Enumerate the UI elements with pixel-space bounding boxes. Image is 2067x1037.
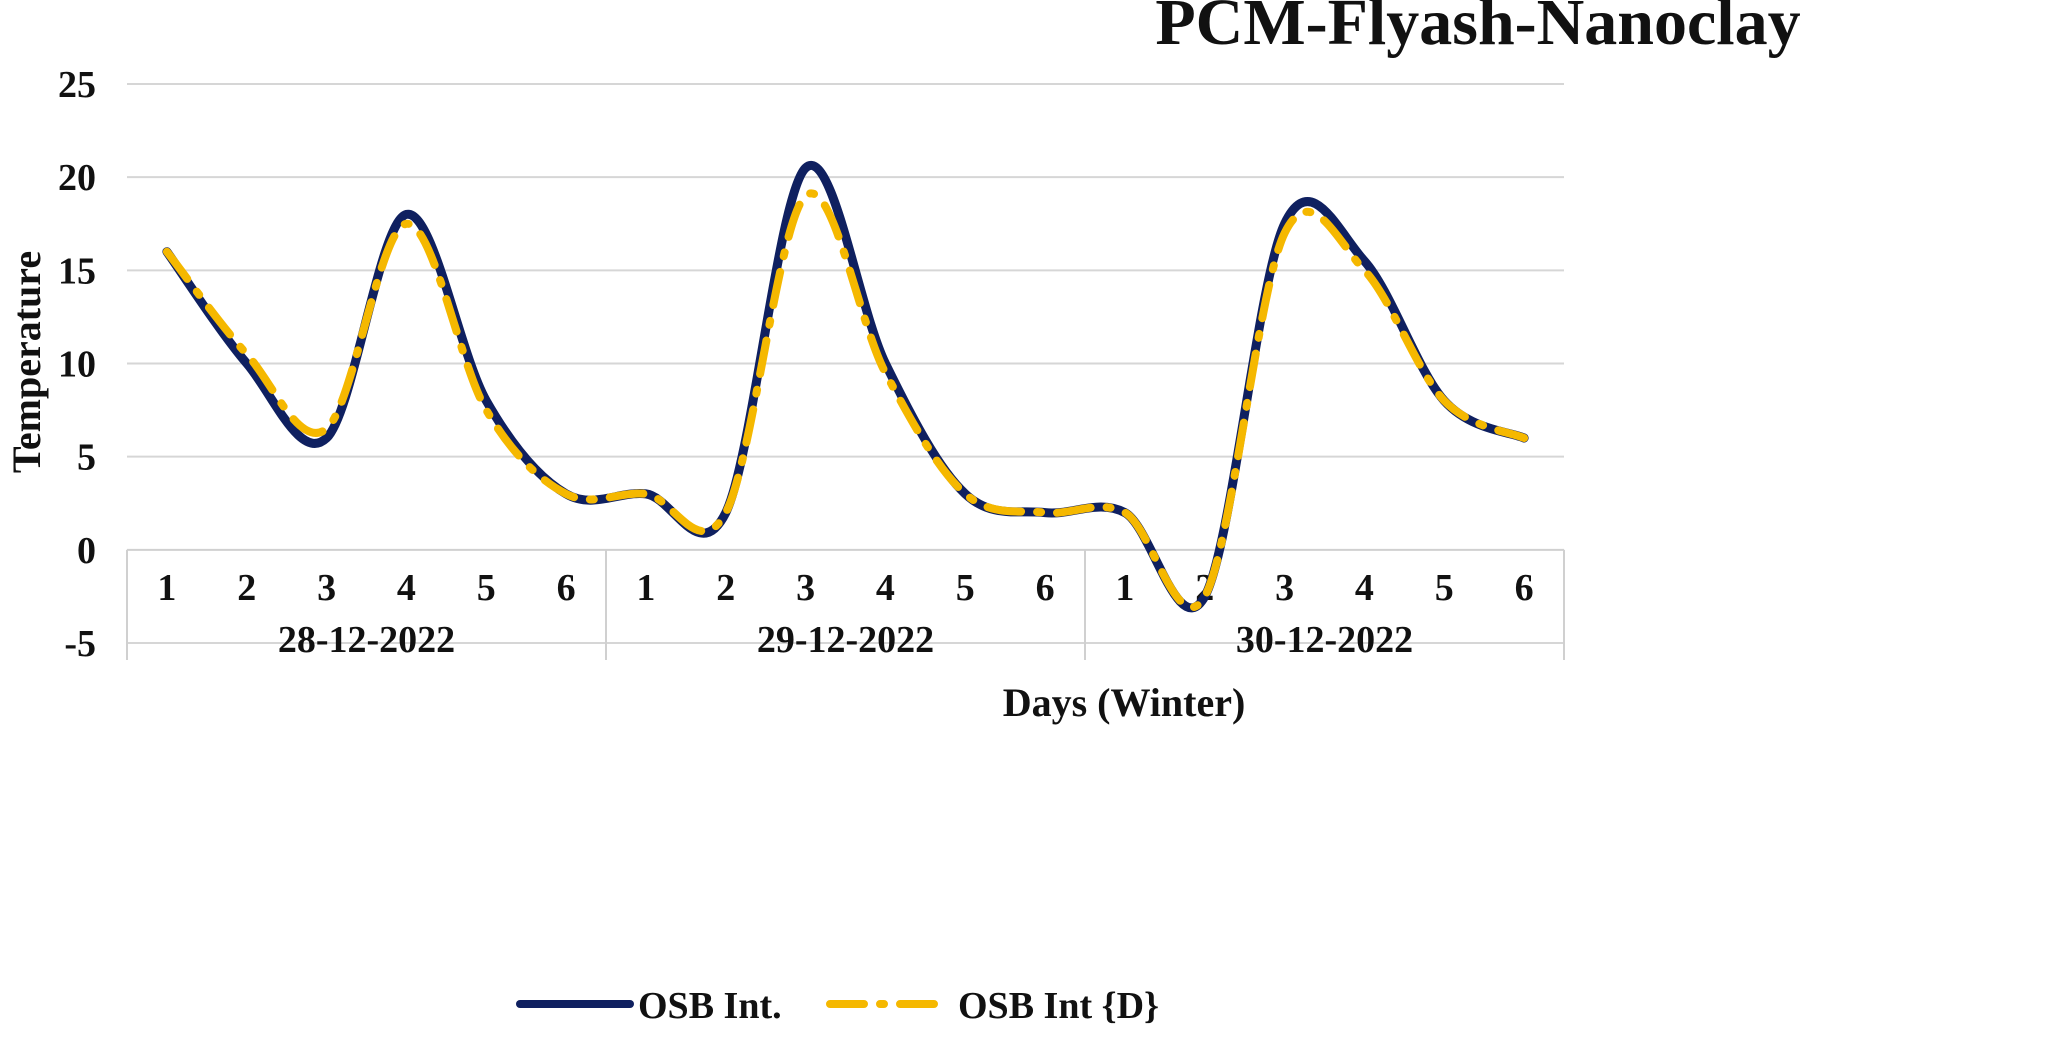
y-tick-label: 15: [58, 250, 96, 292]
x-group-label: 28-12-2022: [278, 619, 455, 661]
gridlines: [127, 83, 1564, 644]
x-tick-label: 6: [557, 567, 576, 609]
series-line-2: [162, 189, 1529, 611]
x-tick-label: 6: [1036, 567, 1055, 609]
y-axis-ticks: -5 0 5 10 15 20 25: [58, 64, 96, 665]
x-tick-label: 4: [1355, 567, 1374, 609]
x-group-label: 29-12-2022: [757, 619, 934, 661]
y-tick-label: 25: [58, 64, 96, 106]
x-tick-label: 4: [397, 567, 416, 609]
series-lines: [162, 160, 1529, 613]
series-line-1: [162, 160, 1529, 613]
x-tick-label: 1: [636, 567, 655, 609]
x-axis-title: Days (Winter): [1003, 680, 1246, 725]
chart-title: PCM-Flyash-Nanoclay: [1155, 0, 1800, 59]
x-tick-label: 2: [237, 567, 256, 609]
x-tick-label: 2: [716, 567, 735, 609]
x-tick-label: 5: [956, 567, 975, 609]
x-tick-label: 1: [1115, 567, 1134, 609]
x-tick-label: 6: [1515, 567, 1534, 609]
x-tick-label: 3: [796, 567, 815, 609]
x-tick-label: 5: [1435, 567, 1454, 609]
x-tick-label: 1: [157, 567, 176, 609]
x-tick-label: 3: [317, 567, 336, 609]
y-tick-label: 20: [58, 157, 96, 199]
legend-label-2: OSB Int {D}: [958, 985, 1159, 1027]
x-tick-label: 5: [477, 567, 496, 609]
x-group-label: 30-12-2022: [1236, 619, 1413, 661]
y-tick-label: 5: [77, 437, 96, 479]
legend: OSB Int. OSB Int {D}: [516, 985, 1159, 1027]
y-tick-label: -5: [64, 623, 96, 665]
x-tick-label: 3: [1275, 567, 1294, 609]
y-tick-label: 0: [77, 530, 96, 572]
y-tick-label: 10: [58, 344, 96, 386]
x-tick-label: 4: [876, 567, 895, 609]
y-axis-title: Temperature: [4, 251, 49, 473]
legend-label-1: OSB Int.: [638, 985, 782, 1027]
